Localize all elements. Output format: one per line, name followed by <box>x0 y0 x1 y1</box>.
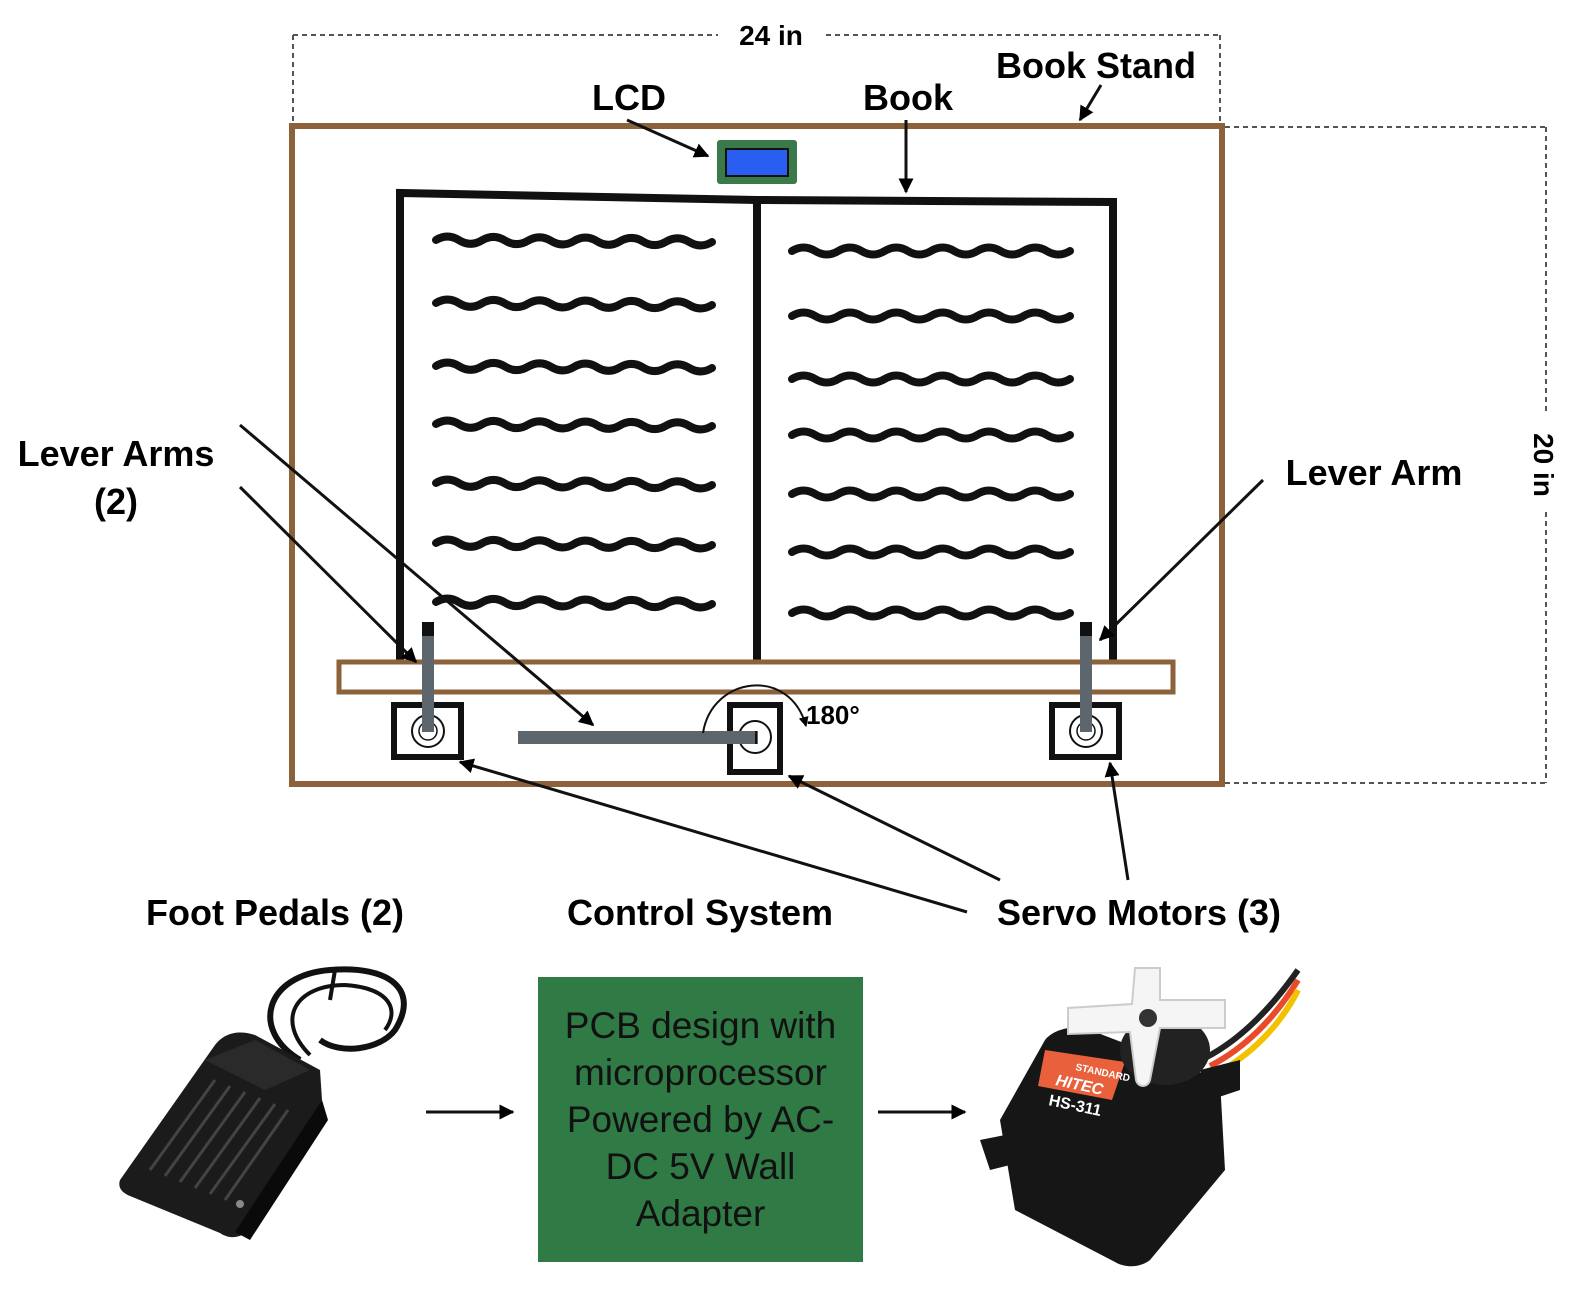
lever-arm-right <box>1080 622 1092 732</box>
rotation-arc <box>702 684 809 734</box>
servo-motor-image: STANDARD HITEC HS-311 <box>980 967 1301 1267</box>
book-text-squiggle <box>788 605 1074 621</box>
book-stand-pointer-arrow <box>1078 84 1103 122</box>
control-box-line-2: microprocessor <box>574 1052 827 1093</box>
lever-arms-label-line1: Lever Arms <box>18 433 215 474</box>
book-text-squiggle <box>788 308 1074 324</box>
servo-pointer-arrow-center <box>787 774 1001 882</box>
width-dimension-label: 24 in <box>739 20 803 51</box>
book-text-squiggle <box>432 475 716 493</box>
control-box-line-3: Powered by AC- <box>566 1099 835 1140</box>
book-text-squiggle <box>432 358 716 376</box>
book-text-squiggle <box>432 535 716 553</box>
book-text-squiggle <box>432 594 716 612</box>
lcd-label: LCD <box>592 77 666 118</box>
width-dimension-line <box>292 34 1221 128</box>
lcd-display <box>717 140 797 184</box>
book <box>396 188 1117 665</box>
height-dimension-label: 20 in <box>1528 433 1559 497</box>
book-text-squiggle <box>788 243 1074 259</box>
control-system-label: Control System <box>567 892 833 933</box>
lever-arm-pointer-arrow <box>1098 478 1265 642</box>
lever-arms-pointer-arrow-1 <box>238 485 418 664</box>
book-label: Book <box>863 77 954 118</box>
book-text-squiggle <box>788 544 1074 560</box>
control-box-line-5: Adapter <box>635 1193 766 1234</box>
lever-arms-pointer-arrow-2 <box>239 423 595 727</box>
pointer-arrows <box>238 84 1265 914</box>
control-box-line-4: DC 5V Wall <box>605 1146 796 1187</box>
lever-arm-left <box>422 622 434 732</box>
height-dimension-line <box>1225 126 1547 784</box>
servo-pointer-arrow-left <box>458 758 968 914</box>
foot-pedal-image <box>119 966 407 1240</box>
servo-motors-label: Servo Motors (3) <box>997 892 1281 933</box>
lever-arm-label: Lever Arm <box>1286 452 1463 493</box>
control-box-line-1: PCB design with <box>564 1005 837 1046</box>
page-shelf <box>336 659 1176 695</box>
lcd-pointer-arrow <box>626 118 710 158</box>
book-stand-label: Book Stand <box>996 45 1196 86</box>
book-text-squiggle <box>432 232 716 250</box>
book-text-squiggle <box>432 416 716 434</box>
book-text-squiggle <box>788 427 1074 443</box>
lever-arms-label-line2: (2) <box>94 481 138 522</box>
book-text-squiggle <box>788 371 1074 387</box>
servo-pointer-arrow-right <box>1104 761 1130 881</box>
book-text-squiggle <box>788 486 1074 502</box>
control-system-box: PCB design with microprocessor Powered b… <box>538 977 863 1262</box>
lever-arm-center <box>518 731 758 744</box>
rotation-angle-label: 180° <box>806 700 860 730</box>
foot-pedals-label: Foot Pedals (2) <box>146 892 404 933</box>
book-text-squiggle <box>432 295 716 313</box>
book-text-lines <box>432 232 1074 621</box>
